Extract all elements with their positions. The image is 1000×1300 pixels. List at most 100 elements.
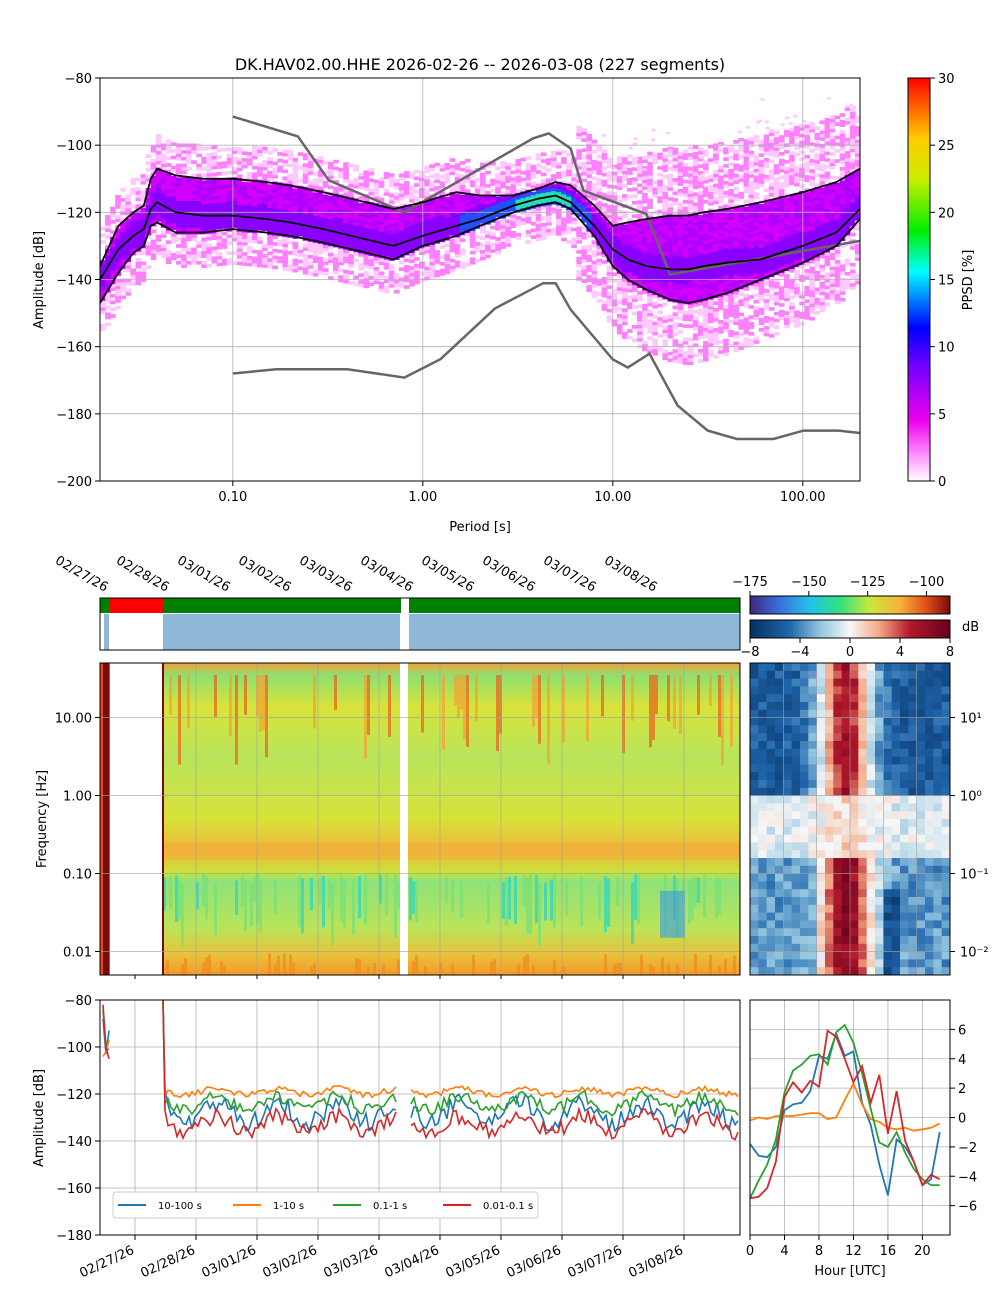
ppsd-cell <box>652 325 658 329</box>
ppsd-cell <box>794 233 800 237</box>
ppsd-cell <box>799 295 805 299</box>
ppsd-cell <box>743 280 750 284</box>
ppsd-cell <box>626 225 633 229</box>
ppsd-cell <box>414 176 420 181</box>
ppsd-cell <box>186 153 192 158</box>
ppsd-cell <box>292 194 299 199</box>
ppsd-cell <box>414 196 420 201</box>
ppsd-cell <box>530 184 537 189</box>
ppsd-cell <box>449 265 456 270</box>
ppsd-cell <box>287 180 294 185</box>
ppsd-cell <box>181 156 187 161</box>
ppsd-cell <box>718 142 724 146</box>
ppsd-cell <box>262 203 268 208</box>
ppsd-cell <box>814 311 821 315</box>
ppsd-cell <box>713 173 719 178</box>
ppsd-cell <box>596 238 603 243</box>
ppsd-cell <box>328 235 334 240</box>
ppsd-cell <box>647 346 653 351</box>
ppsd-cell <box>176 224 182 228</box>
ppsd-cell <box>804 178 810 183</box>
ppsd-cell <box>196 163 202 168</box>
ppsd-cell <box>409 256 415 260</box>
ppsd-cell <box>378 224 385 229</box>
ppsd-cell <box>723 288 729 292</box>
ppsd-cell <box>687 203 694 208</box>
ppsd-cell <box>849 162 856 166</box>
ppsd-cell <box>495 183 501 188</box>
ppsd-cell <box>667 220 674 225</box>
ppsd-cell <box>292 245 299 249</box>
ppsd-cell <box>844 151 851 155</box>
ppsd-cell <box>642 206 648 211</box>
ppsd-cell <box>763 265 770 270</box>
ppsd-cell <box>449 205 456 209</box>
ppsd-cell <box>804 191 810 196</box>
ppsd-cell <box>748 204 755 209</box>
ppsd-cell <box>697 291 704 296</box>
ppsd-cell <box>768 280 775 284</box>
ppsd-cell <box>434 226 441 231</box>
ppsd-cell <box>743 330 750 335</box>
ppsd-cell <box>662 242 669 246</box>
ppsd-cell <box>302 260 309 265</box>
ppsd-cell <box>297 209 304 213</box>
ppsd-cell <box>525 203 532 207</box>
ppsd-cell <box>181 244 187 248</box>
ppsd-cell <box>469 173 476 178</box>
ppsd-cell <box>743 303 750 308</box>
ppsd-cell <box>115 299 121 303</box>
ppsd-cell <box>317 179 324 184</box>
ppsd-cell <box>642 209 648 214</box>
ppsd-cell <box>170 239 177 244</box>
ppsd-cell <box>135 214 142 219</box>
ppsd-cell <box>525 196 532 201</box>
ppsd-cell <box>804 309 810 314</box>
ppsd-cell <box>145 154 152 159</box>
ppsd-cell <box>768 152 775 157</box>
ppsd-cell <box>667 180 674 185</box>
ppsd-cell <box>778 152 785 156</box>
ppsd-cell <box>687 227 694 231</box>
ppsd-cell <box>160 247 167 252</box>
ppsd-cell <box>601 152 608 157</box>
ppsd-cell <box>206 233 213 238</box>
ppsd-cell <box>388 216 395 221</box>
ppsd-cell <box>363 177 370 181</box>
ppsd-cell <box>454 230 461 235</box>
ppsd-cell <box>601 179 608 184</box>
ppsd-cell <box>480 209 486 214</box>
ppsd-cell <box>556 175 562 179</box>
ppsd-cell <box>647 269 653 273</box>
ppsd-cell <box>708 242 714 246</box>
ppsd-cell <box>601 253 608 258</box>
ppsd-cell <box>434 233 441 237</box>
ppsd-cell <box>262 163 268 168</box>
ppsd-cell <box>378 274 385 279</box>
ppsd-cell <box>439 184 446 189</box>
ppsd-cell <box>784 166 790 171</box>
ppsd-cell <box>819 224 826 229</box>
ppsd-cell <box>667 358 674 363</box>
ppsd-cell <box>672 275 679 280</box>
ppsd-cell <box>282 267 289 271</box>
ppsd-cell <box>662 255 669 260</box>
ppsd-cell <box>444 179 451 184</box>
ppsd-cell <box>692 262 699 267</box>
ppsd-cell <box>657 290 663 294</box>
ppsd-cell <box>809 253 815 257</box>
ppsd-cell <box>652 194 658 198</box>
ppsd-cell <box>246 188 253 193</box>
ppsd-cell <box>632 305 638 309</box>
ppsd-cell <box>170 192 177 197</box>
ppsd-cell <box>343 202 349 207</box>
ppsd-cell <box>784 237 790 241</box>
ppsd-cell <box>155 160 162 165</box>
ppsd-cell <box>231 220 238 225</box>
ppsd-cell <box>621 214 628 218</box>
ppsd-cell <box>601 307 608 311</box>
ppsd-cell <box>586 288 593 293</box>
ppsd-cell <box>713 328 719 332</box>
ppsd-cell <box>160 214 167 218</box>
ppsd-cell <box>282 263 289 268</box>
